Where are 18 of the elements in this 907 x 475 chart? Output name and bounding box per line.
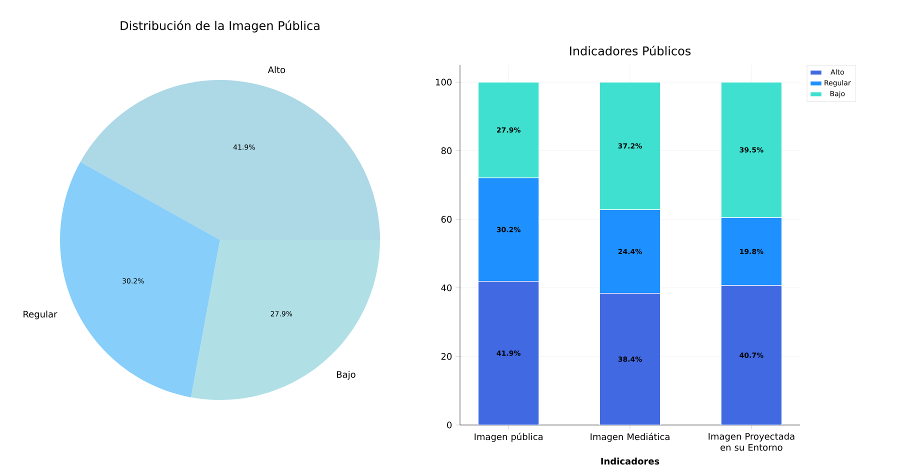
x-tick-label: Imagen Proyectada en su Entorno [708, 432, 794, 451]
bar [720, 285, 782, 425]
y-tick-label: 40 [441, 284, 452, 292]
x-axis-title: Indicadores [601, 458, 660, 465]
y-tick-label: 100 [436, 78, 452, 86]
y-tick-label: 60 [441, 216, 452, 223]
y-tick-label: 80 [441, 147, 452, 154]
x-tick-label: Imagen pública [474, 432, 543, 442]
y-tick-label: 20 [441, 353, 452, 360]
x-tick-label: Imagen Mediática [590, 432, 670, 442]
y-tick-label: 0 [447, 422, 452, 428]
chart-title: Distribución de la Imagen Pública [120, 20, 320, 32]
bar [599, 293, 661, 425]
slice-label: Alto [268, 66, 286, 74]
slice-label: Regular [24, 310, 58, 320]
chart-title: Indicadores Públicos [570, 46, 691, 56]
bar [478, 281, 540, 425]
slice-label: Bajo [337, 370, 356, 380]
